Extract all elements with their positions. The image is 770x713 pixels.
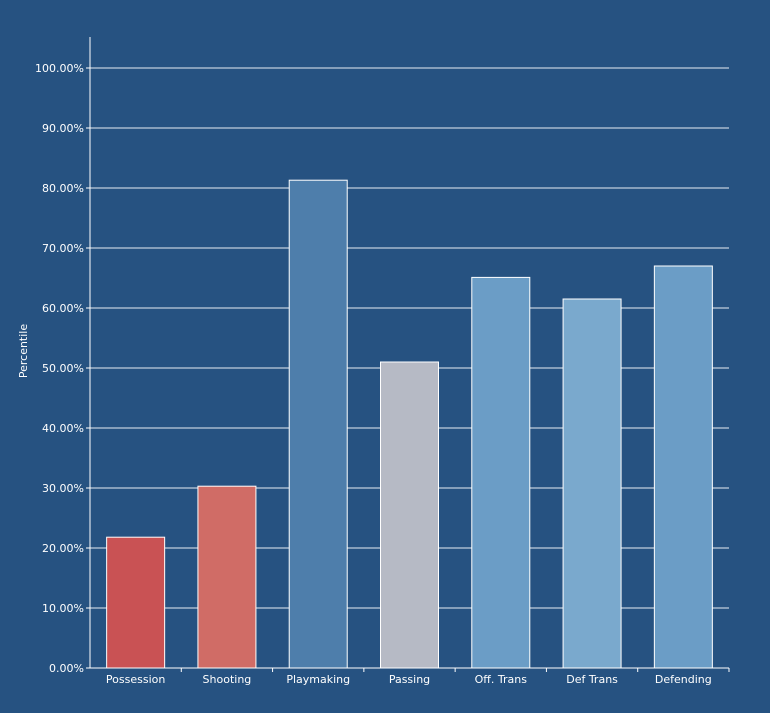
y-tick-label: 60.00%	[42, 302, 84, 315]
y-tick-label: 100.00%	[35, 62, 84, 75]
y-tick-label: 90.00%	[42, 122, 84, 135]
y-tick-label: 70.00%	[42, 242, 84, 255]
bar-def-trans	[562, 298, 622, 669]
y-tick-label: 10.00%	[42, 602, 84, 615]
y-tick-labels: 0.00% 10.00% 20.00% 30.00% 40.00% 50.00% 60.00…	[35, 62, 90, 675]
y-tick-label: 30.00%	[42, 482, 84, 495]
bars	[106, 179, 713, 669]
y-tick-label: 80.00%	[42, 182, 84, 195]
bar-shooting	[197, 485, 257, 669]
x-tick-label: Playmaking	[286, 673, 350, 686]
x-tick-label: Possession	[106, 673, 165, 686]
y-tick-label: 20.00%	[42, 542, 84, 555]
x-tick-label: Off. Trans	[475, 673, 528, 686]
axes	[89, 37, 729, 669]
bar-passing	[380, 361, 439, 669]
y-tick-label: 0.00%	[49, 662, 84, 675]
y-axis-title: Percentile	[17, 324, 30, 379]
bar-playmaking	[288, 179, 348, 669]
y-tick-label: 40.00%	[42, 422, 84, 435]
x-tick-labels: Possession Shooting Playmaking Passing Off. …	[106, 668, 730, 686]
x-tick-label: Def Trans	[566, 673, 618, 686]
bar-defending	[653, 265, 713, 669]
x-tick-label: Defending	[655, 673, 712, 686]
bar-possession	[106, 536, 166, 669]
x-tick-label: Passing	[389, 673, 430, 686]
y-tick-label: 50.00%	[42, 362, 84, 375]
x-tick-label: Shooting	[203, 673, 252, 686]
bar-off-trans	[471, 276, 531, 669]
